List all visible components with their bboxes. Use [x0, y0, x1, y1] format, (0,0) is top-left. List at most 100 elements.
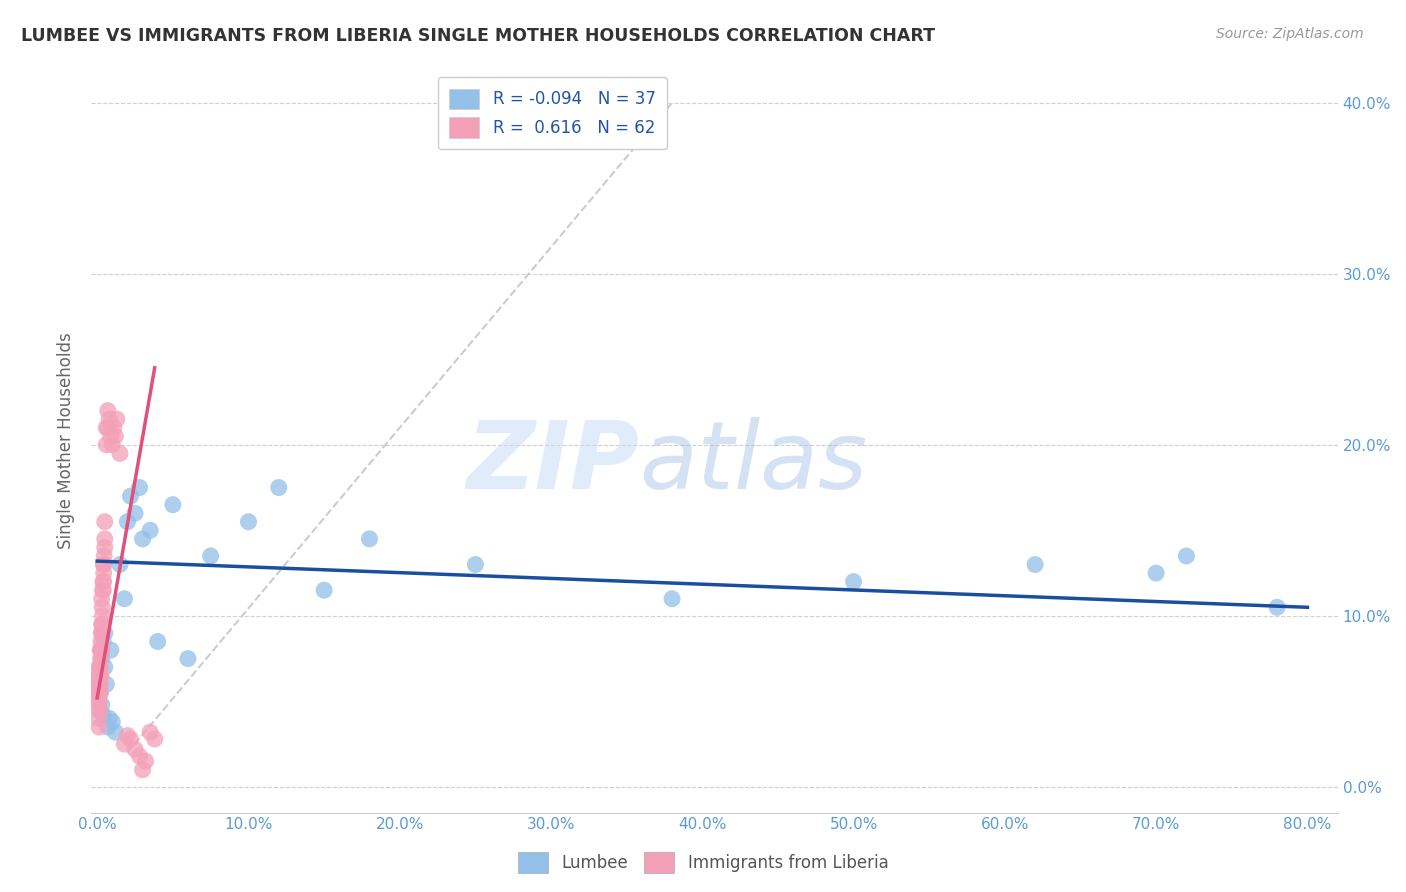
Point [108, 446, 131, 460]
Point [96, 438, 118, 452]
Point [101, 714, 124, 729]
Point [105, 412, 128, 426]
Point [87, 669, 110, 683]
Point [104, 725, 127, 739]
Point [93, 549, 115, 563]
Point [162, 498, 184, 512]
Point [139, 725, 162, 739]
Point [89, 686, 111, 700]
Point [89, 660, 111, 674]
Point [87, 660, 110, 674]
Point [143, 731, 166, 746]
Point [90, 643, 112, 657]
Point [90, 591, 112, 606]
Point [238, 515, 260, 529]
Point [94, 541, 117, 555]
Point [91, 600, 114, 615]
Point [124, 742, 146, 756]
Point [120, 731, 142, 746]
Point [128, 481, 150, 495]
Point [89, 686, 111, 700]
Point [120, 489, 142, 503]
Point [94, 532, 117, 546]
Point [89, 686, 111, 700]
Point [87, 711, 110, 725]
Point [464, 558, 486, 572]
Y-axis label: Single Mother Households: Single Mother Households [58, 332, 75, 549]
Point [177, 651, 200, 665]
Point [842, 574, 865, 589]
Point [90, 626, 112, 640]
Point [93, 566, 115, 580]
Legend: R = -0.094   N = 37, R =  0.616   N = 62: R = -0.094 N = 37, R = 0.616 N = 62 [437, 77, 666, 149]
Point [91, 634, 114, 648]
Point [1144, 566, 1167, 580]
Point [90, 626, 112, 640]
Point [91, 574, 114, 589]
Point [1024, 558, 1046, 572]
Point [93, 558, 115, 572]
Point [90, 643, 112, 657]
Point [91, 608, 114, 623]
Point [314, 583, 336, 598]
Point [90, 651, 112, 665]
Point [94, 660, 117, 674]
Point [97, 720, 120, 734]
Point [91, 558, 114, 572]
Point [89, 694, 111, 708]
Point [94, 515, 117, 529]
Point [87, 677, 110, 691]
Point [98, 711, 121, 725]
Point [117, 515, 139, 529]
Point [103, 420, 125, 434]
Point [135, 754, 157, 768]
Point [131, 763, 153, 777]
Point [1175, 549, 1198, 563]
Point [98, 412, 121, 426]
Point [104, 429, 127, 443]
Point [96, 420, 118, 434]
Legend: Lumbee, Immigrants from Liberia: Lumbee, Immigrants from Liberia [510, 846, 896, 880]
Point [267, 481, 290, 495]
Text: LUMBEE VS IMMIGRANTS FROM LIBERIA SINGLE MOTHER HOUSEHOLDS CORRELATION CHART: LUMBEE VS IMMIGRANTS FROM LIBERIA SINGLE… [21, 27, 935, 45]
Point [128, 749, 150, 764]
Point [91, 583, 114, 598]
Point [89, 660, 111, 674]
Text: atlas: atlas [640, 417, 868, 508]
Point [124, 506, 146, 520]
Point [108, 558, 131, 572]
Point [90, 669, 112, 683]
Point [90, 698, 112, 712]
Point [114, 591, 136, 606]
Point [146, 634, 169, 648]
Point [97, 420, 120, 434]
Point [100, 429, 122, 443]
Point [90, 617, 112, 632]
Point [89, 677, 111, 691]
Point [117, 729, 139, 743]
Point [90, 651, 112, 665]
Point [114, 737, 136, 751]
Point [359, 532, 381, 546]
Point [89, 677, 111, 691]
Point [91, 617, 114, 632]
Text: Source: ZipAtlas.com: Source: ZipAtlas.com [1216, 27, 1364, 41]
Point [87, 703, 110, 717]
Point [139, 524, 162, 538]
Point [661, 591, 683, 606]
Point [1265, 600, 1288, 615]
Point [94, 626, 117, 640]
Point [200, 549, 222, 563]
Point [87, 694, 110, 708]
Point [91, 708, 114, 723]
Point [89, 669, 111, 683]
Point [93, 574, 115, 589]
Point [87, 720, 110, 734]
Point [90, 643, 112, 657]
Point [96, 677, 118, 691]
Point [91, 583, 114, 598]
Point [101, 438, 124, 452]
Point [100, 643, 122, 657]
Point [89, 669, 111, 683]
Point [131, 532, 153, 546]
